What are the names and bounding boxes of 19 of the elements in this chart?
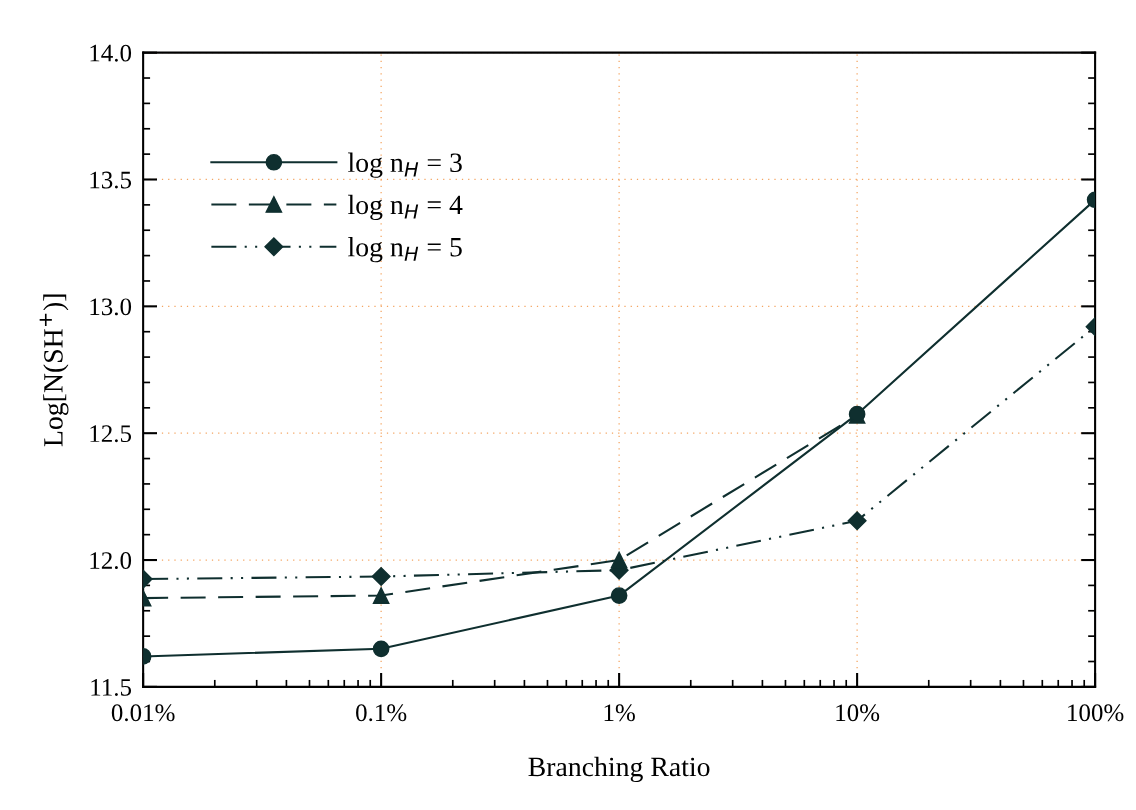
x-tick-label: 10% <box>836 704 880 722</box>
y-tick-label: 11.5 <box>91 679 132 696</box>
legend-label: log n$_{H}$ = 5 <box>348 237 462 263</box>
y-tick-label: 12.0 <box>90 552 132 570</box>
x-axis-title: Branching Ratio <box>528 756 710 783</box>
point <box>610 551 628 569</box>
x-tick-label: 0.01% <box>111 704 175 722</box>
x-tick-label: 1% <box>604 704 635 722</box>
legend-label: log n$_{H}$ = 4 <box>348 194 463 221</box>
y-tick-label: 14.0 <box>90 44 132 62</box>
point <box>847 511 867 531</box>
y-axis-title: Log[N(SH$^{+}$)] <box>39 294 69 447</box>
legend-label: log n$_{H}$ = 3 <box>348 152 462 178</box>
y-tick-label: 13.0 <box>90 298 132 316</box>
point <box>610 587 628 604</box>
y-tick-label: 12.5 <box>90 425 132 443</box>
x-tick-label: 100% <box>1068 704 1124 722</box>
x-tick-label: 0.1% <box>356 704 407 722</box>
y-tick-label: 13.5 <box>90 171 132 189</box>
